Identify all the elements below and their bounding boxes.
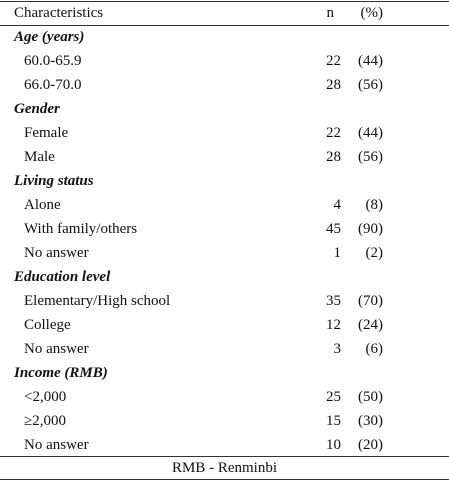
data-row: Elementary/High school 35 (70) [0,289,449,313]
row-label: Elementary/High school [24,293,171,309]
count-cell: 3 [333,341,342,357]
row-label: ≥2,000 [24,413,66,429]
section-row: Gender [0,97,449,121]
percent-cell: (56) [358,149,383,165]
percent-cell: (20) [358,437,383,453]
section-title: Gender [14,101,60,117]
row-label: 60.0-65.9 [24,53,82,69]
header-row: Characteristics n (%) [0,1,449,25]
count-cell: 12 [326,317,341,333]
percent-cell: (2) [365,245,384,261]
row-label: 66.0-70.0 [24,77,82,93]
percent-cell: (6) [365,341,384,357]
count-cell: 22 [326,53,341,69]
data-row: With family/others 45 (90) [0,217,449,241]
count-cell: 1 [333,245,342,261]
section-row: Living status [0,169,449,193]
data-row: No answer 3 (6) [0,337,449,361]
section-row: Income (RMB) [0,361,449,385]
section-row: Age (years) [0,25,449,49]
section-title: Education level [14,269,111,285]
percent-cell: (30) [358,413,383,429]
count-cell: 15 [326,413,341,429]
data-row: 66.0-70.0 28 (56) [0,73,449,97]
percent-cell: (70) [358,293,383,309]
data-row: College 12 (24) [0,313,449,337]
data-row: ≥2,000 15 (30) [0,409,449,433]
row-label: No answer [24,437,89,453]
data-row: Alone 4 (8) [0,193,449,217]
count-cell: 45 [326,221,341,237]
section-row: Education level [0,265,449,289]
data-row: No answer 10 (20) [0,433,449,457]
row-label: Male [24,149,55,165]
section-title: Age (years) [14,29,85,45]
data-row: Female 22 (44) [0,121,449,145]
percent-cell: (44) [358,53,383,69]
count-cell: 4 [333,197,342,213]
count-cell: 28 [326,77,341,93]
row-label: College [24,317,71,333]
percent-cell: (50) [358,389,383,405]
header-cell: n [326,5,335,21]
percent-cell: (24) [358,317,383,333]
header-cell: (%) [360,5,384,21]
percent-cell: (56) [358,77,383,93]
row-label: No answer [24,341,89,357]
footnote: RMB - Renminbi [171,460,277,476]
section-title: Income (RMB) [14,365,108,381]
count-cell: 22 [326,125,341,141]
count-cell: 28 [326,149,341,165]
row-label: No answer [24,245,89,261]
row-label: <2,000 [24,389,67,405]
rule [0,456,449,457]
data-row: <2,000 25 (50) [0,385,449,409]
data-row: No answer 1 (2) [0,241,449,265]
percent-cell: (44) [358,125,383,141]
count-cell: 35 [326,293,341,309]
row-label: Female [24,125,69,141]
row-label: With family/others [24,221,138,237]
rule [0,1,449,2]
percent-cell: (8) [365,197,384,213]
header-cell: Characteristics [14,5,104,21]
section-title: Living status [14,173,94,189]
data-row: Male 28 (56) [0,145,449,169]
count-cell: 25 [326,389,341,405]
row-label: Alone [24,197,61,213]
percent-cell: (90) [358,221,383,237]
rule [0,25,449,26]
data-row: 60.0-65.9 22 (44) [0,49,449,73]
count-cell: 10 [326,437,341,453]
